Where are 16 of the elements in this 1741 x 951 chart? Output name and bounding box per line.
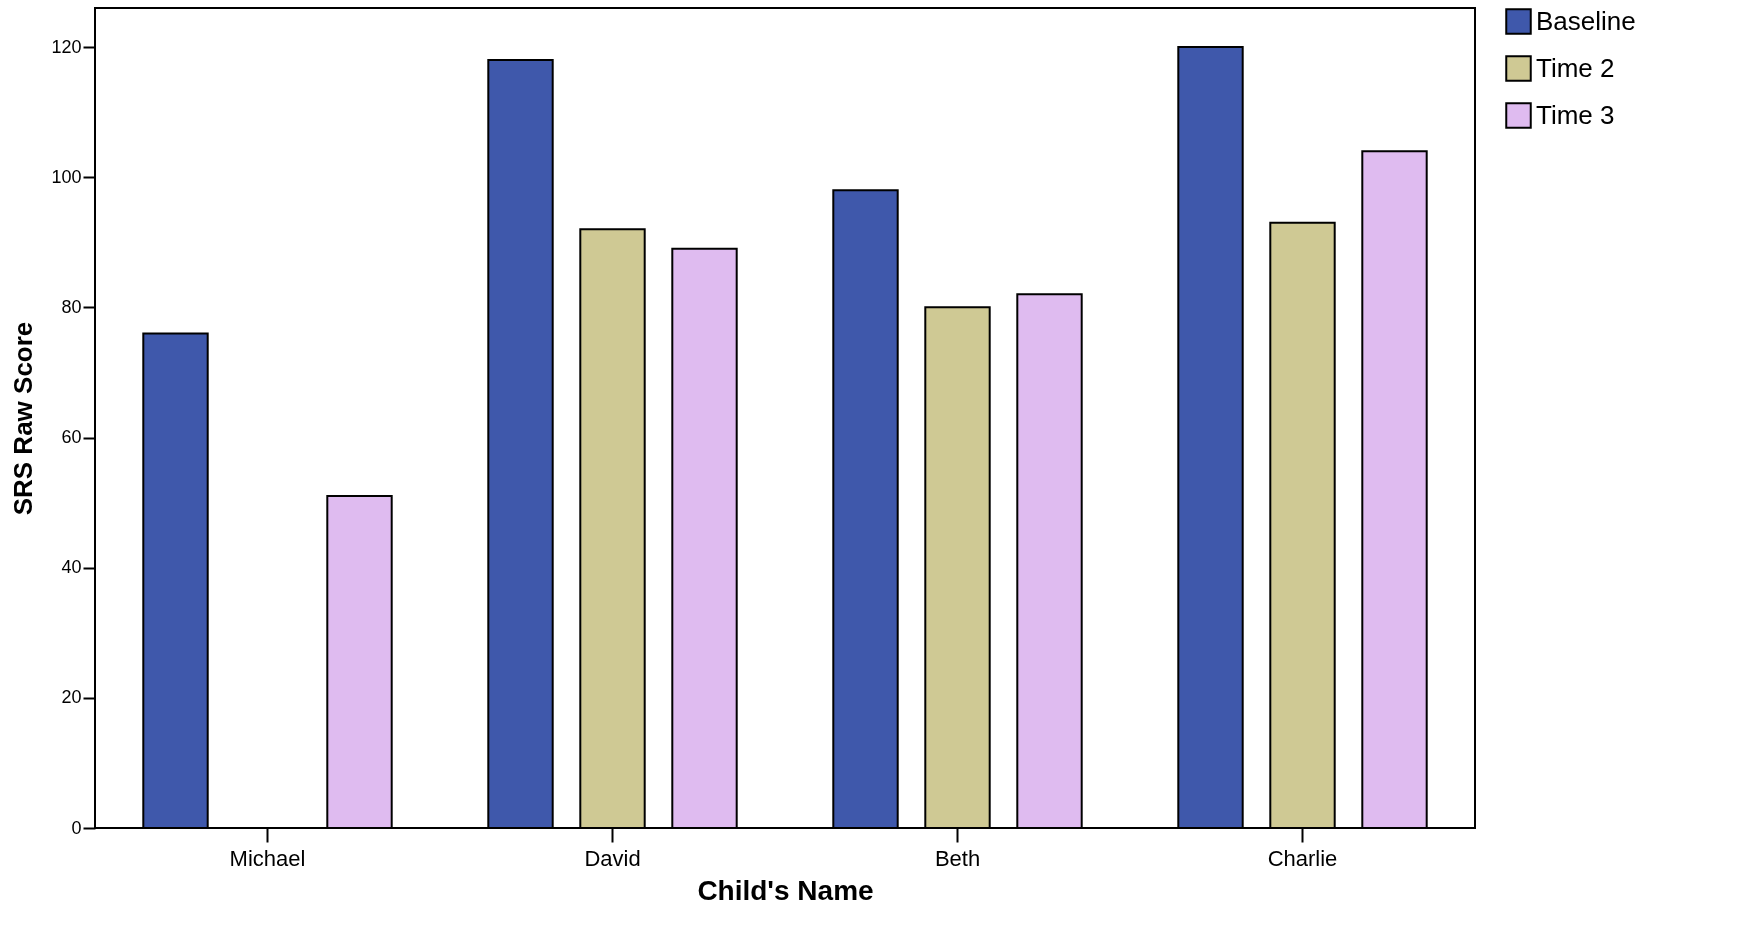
x-tick-label: Charlie xyxy=(1267,845,1338,871)
x-axis-title: Child's Name xyxy=(697,874,874,906)
y-tick-label: 0 xyxy=(71,817,82,838)
legend-label: Baseline xyxy=(1536,5,1636,36)
legend-label: Time 2 xyxy=(1536,52,1615,83)
y-tick-label: 100 xyxy=(51,166,82,187)
x-tick-label: Michael xyxy=(229,845,306,871)
x-tick-label: David xyxy=(584,845,641,871)
legend-label: Time 3 xyxy=(1536,99,1615,130)
y-axis-title: SRS Raw Score xyxy=(8,321,39,516)
y-tick-label: 60 xyxy=(61,427,82,448)
y-tick-label: 40 xyxy=(61,557,82,578)
y-tick-label: 120 xyxy=(51,36,82,57)
y-tick-label: 80 xyxy=(61,296,82,317)
x-tick-label: Beth xyxy=(934,845,981,871)
y-tick-label: 20 xyxy=(61,687,82,708)
